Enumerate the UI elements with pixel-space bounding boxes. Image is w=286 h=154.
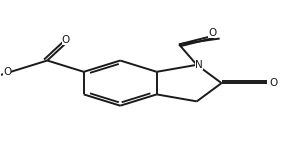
Text: O: O — [269, 78, 277, 88]
Text: O: O — [208, 28, 217, 38]
Text: N: N — [195, 60, 203, 69]
Text: O: O — [3, 67, 11, 77]
Text: O: O — [62, 35, 70, 45]
